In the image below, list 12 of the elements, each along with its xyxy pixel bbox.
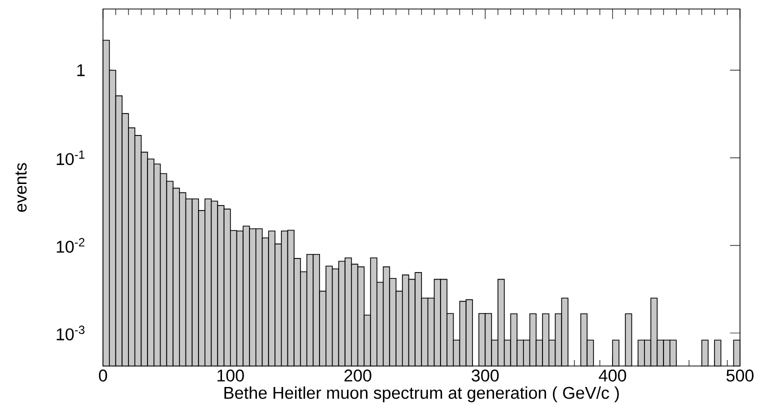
y-tick-label: 10$^{-1}$ bbox=[56, 150, 84, 166]
y-tick-label: 1 bbox=[77, 64, 85, 76]
x-tick-label: 200 bbox=[344, 370, 372, 382]
y-axis-title: events bbox=[16, 163, 27, 212]
x-tick-label: 400 bbox=[598, 370, 626, 382]
y-tick-label: 10$^{-3}$ bbox=[56, 326, 84, 340]
x-axis-title: Bethe Heitler muon spectrum at generation ( GeV/c ) bbox=[224, 386, 619, 402]
x-tick-label: 0 bbox=[98, 370, 108, 382]
x-tick-label: 100 bbox=[218, 370, 244, 382]
x-tick-label: 300 bbox=[472, 370, 499, 382]
x-tick-label: 500 bbox=[726, 370, 754, 382]
y-tick-label: 10$^{-2}$ bbox=[56, 238, 84, 253]
